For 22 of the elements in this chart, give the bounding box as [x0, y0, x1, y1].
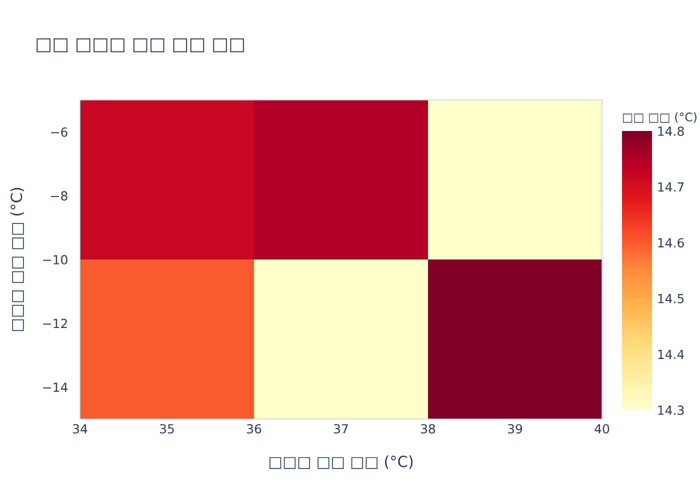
color-bar-label: 14.6: [658, 238, 684, 248]
y-tick-label: −14: [43, 382, 68, 392]
x-axis-title: □□□ □□ □□ (°C): [269, 455, 413, 470]
y-tick-label: −12: [43, 318, 67, 328]
x-tick-label: 35: [160, 424, 174, 434]
color-bar-label: 14.4: [658, 350, 684, 359]
x-tick-label: 39: [508, 424, 522, 434]
color-bar-label: 14.7: [658, 182, 684, 192]
color-bar-label: 14.8: [658, 126, 684, 136]
color-bar-label: 14.5: [658, 294, 684, 304]
y-tick-label: −6: [51, 127, 68, 137]
chart-title: □□ □□□ □□ □□ □□: [36, 38, 244, 52]
x-tick-label: 37: [334, 424, 348, 434]
y-tick-label: −8: [51, 191, 68, 201]
x-tick-label: 40: [594, 424, 610, 434]
x-tick-label: 34: [73, 424, 88, 434]
color-bar-title: □□ □□ (°C): [623, 112, 696, 123]
color-bar-label: 14.3: [658, 405, 684, 415]
x-tick-label: 38: [421, 424, 436, 434]
y-tick-label: −10: [43, 254, 68, 264]
x-tick-label: 36: [247, 424, 262, 434]
y-axis-title: □□□ □□ □□ (°C): [10, 188, 24, 332]
